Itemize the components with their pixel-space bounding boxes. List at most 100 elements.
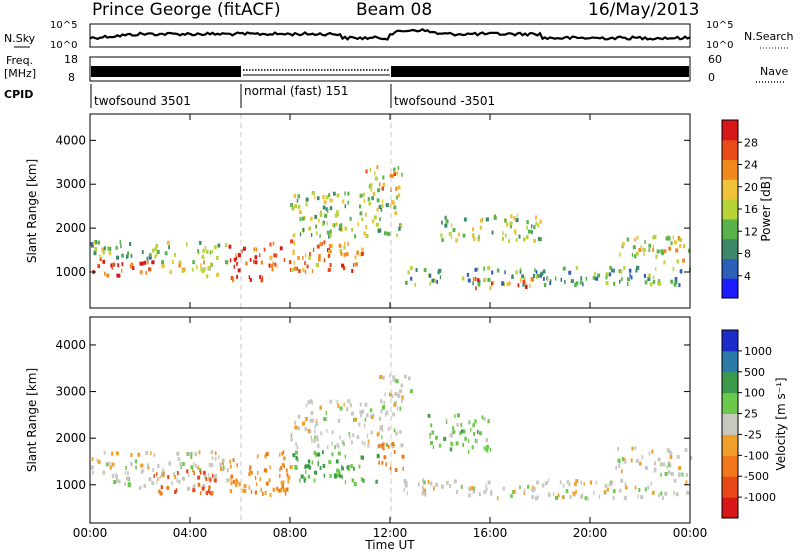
power-echo-cell [259,253,261,258]
power-echo-cell [338,243,342,248]
velocity-colorbar-tick-label: 1000 [744,345,772,358]
power-echo-cell [531,230,533,235]
velocity-echo-cell [314,434,318,439]
power-echo-cell [376,165,379,170]
power-echo-cell [361,251,364,256]
velocity-echo-cell [102,470,106,475]
power-echo-cell [347,200,349,205]
power-echo-cell [383,231,387,236]
power-echo-cell [525,235,529,240]
power-echo-cell [487,266,491,271]
power-echo-cell [327,267,331,272]
power-echo-cell [209,262,212,267]
beam-title: Beam 08 [356,0,433,20]
velocity-echo-regions [90,374,693,501]
cpid-panel: CPID twofsound 3501 normal (fast) 151 tw… [4,84,495,108]
power-echo-cell [256,247,258,252]
power-echo-cell [493,215,497,220]
power-echo-cell [330,233,332,238]
velocity-echo-cell [260,488,262,493]
power-echo-cell [652,244,655,249]
power-echo-cell [431,278,434,283]
power-echo-cell [630,275,633,280]
power-echo-cell [344,204,347,209]
power-echo-cell [304,269,307,274]
power-echo-cell [108,251,112,256]
power-echo-cell [237,253,241,257]
velocity-echo-cell [115,474,118,479]
velocity-echo-cell [451,442,454,447]
power-echo-cell [515,270,518,275]
power-echo-cell [354,234,357,239]
velocity-echo-cell [401,398,403,403]
date-title: 16/May/2013 [588,0,700,20]
power-echo-cell [533,238,536,243]
power-echo-cell [534,268,536,273]
power-colorbar-cell [722,120,738,141]
velocity-echo-cell [399,389,402,394]
power-echo-cell [472,233,475,238]
velocity-echo-cell [502,486,505,491]
velocity-echo-cell [214,451,217,456]
velocity-echo-cell [478,431,482,436]
power-y-label: Slant Range [km] [25,159,39,263]
velocity-echo-cell [403,488,405,493]
velocity-echo-cell [303,478,306,483]
velocity-echo-cell [186,469,189,474]
velocity-echo-cell [230,474,234,479]
power-colorbar: 28 24 20 16 12 8 4 Power [dB] [721,119,773,299]
velocity-echo-cell [176,478,178,483]
velocity-echo-cell [190,451,193,456]
velocity-echo-cell [452,430,456,434]
velocity-plot-area [90,317,690,523]
velocity-echo-cell [676,492,679,497]
velocity-echo-cell [209,491,212,496]
power-echo-cell [166,240,170,245]
velocity-echo-cell [226,468,229,473]
velocity-echo-cell [279,452,281,457]
velocity-echo-cell [555,495,559,500]
power-echo-cell [112,262,116,267]
power-echo-cell [644,280,648,285]
velocity-echo-cell [432,486,435,491]
velocity-echo-cell [463,429,466,434]
velocity-echo-cell [664,491,668,496]
velocity-echo-cell [235,483,238,488]
power-echo-cell [305,202,308,207]
velocity-echo-cell [385,411,389,415]
velocity-echo-cell [255,482,258,487]
velocity-echo-cell [666,464,669,469]
velocity-echo-cell [617,458,621,463]
velocity-echo-cell [537,495,539,500]
velocity-echo-cell [262,491,264,496]
power-echo-cell [448,231,452,236]
velocity-echo-cell [294,425,298,430]
power-echo-cell [626,237,629,242]
power-echo-cell [263,247,266,252]
velocity-y-tick-label: 2000 [55,431,86,445]
velocity-echo-cell [337,418,341,423]
velocity-echo-cell [379,375,383,379]
power-echo-cell [397,185,401,190]
power-echo-cell [477,237,481,242]
velocity-echo-cell [519,485,521,490]
velocity-echo-cell [662,462,666,467]
power-echo-cell [273,253,276,258]
velocity-echo-cell [322,463,326,468]
power-echo-cell [374,176,378,181]
power-echo-cell [451,223,453,228]
velocity-echo-cell [391,394,394,398]
power-echo-cell [466,272,469,277]
power-echo-cell [341,263,345,268]
velocity-echo-cell [280,487,283,492]
power-colorbar-cells [722,120,738,299]
velocity-echo-cell [295,455,298,460]
power-echo-cell [444,215,447,220]
power-echo-cell [326,230,330,235]
power-colorbar-cell [722,159,738,180]
power-echo-cell [322,195,325,199]
velocity-echo-cell [673,491,676,496]
velocity-echo-cell [336,400,338,405]
power-echo-cell [381,186,384,191]
velocity-echo-cell [323,473,326,478]
